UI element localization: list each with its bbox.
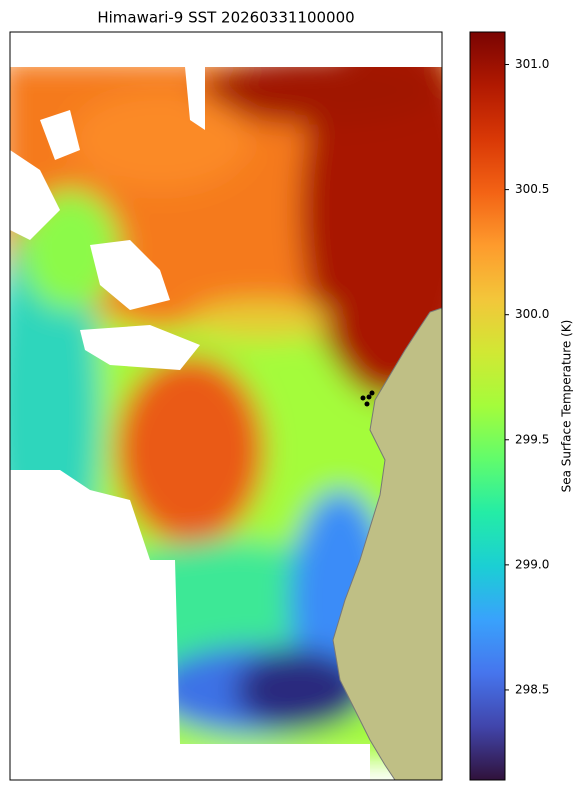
colorbar [469,31,506,781]
colorbar-tick-label: 301.0 [515,57,549,71]
colorbar-tick-label: 299.0 [515,557,549,571]
colorbar-tick-label: 299.5 [515,432,549,446]
sst-map [10,32,442,780]
colorbar-tick-label: 298.5 [515,682,549,696]
colorbar-tick-label: 300.5 [515,182,549,196]
colorbar-tick-label: 300.0 [515,307,549,321]
chart-title: Himawari-9 SST 20260331100000 [97,9,354,27]
map-frame [9,31,443,781]
land [332,307,442,780]
markers [360,390,375,407]
colorbar-label: Sea Surface Temperature (K) [560,320,574,493]
